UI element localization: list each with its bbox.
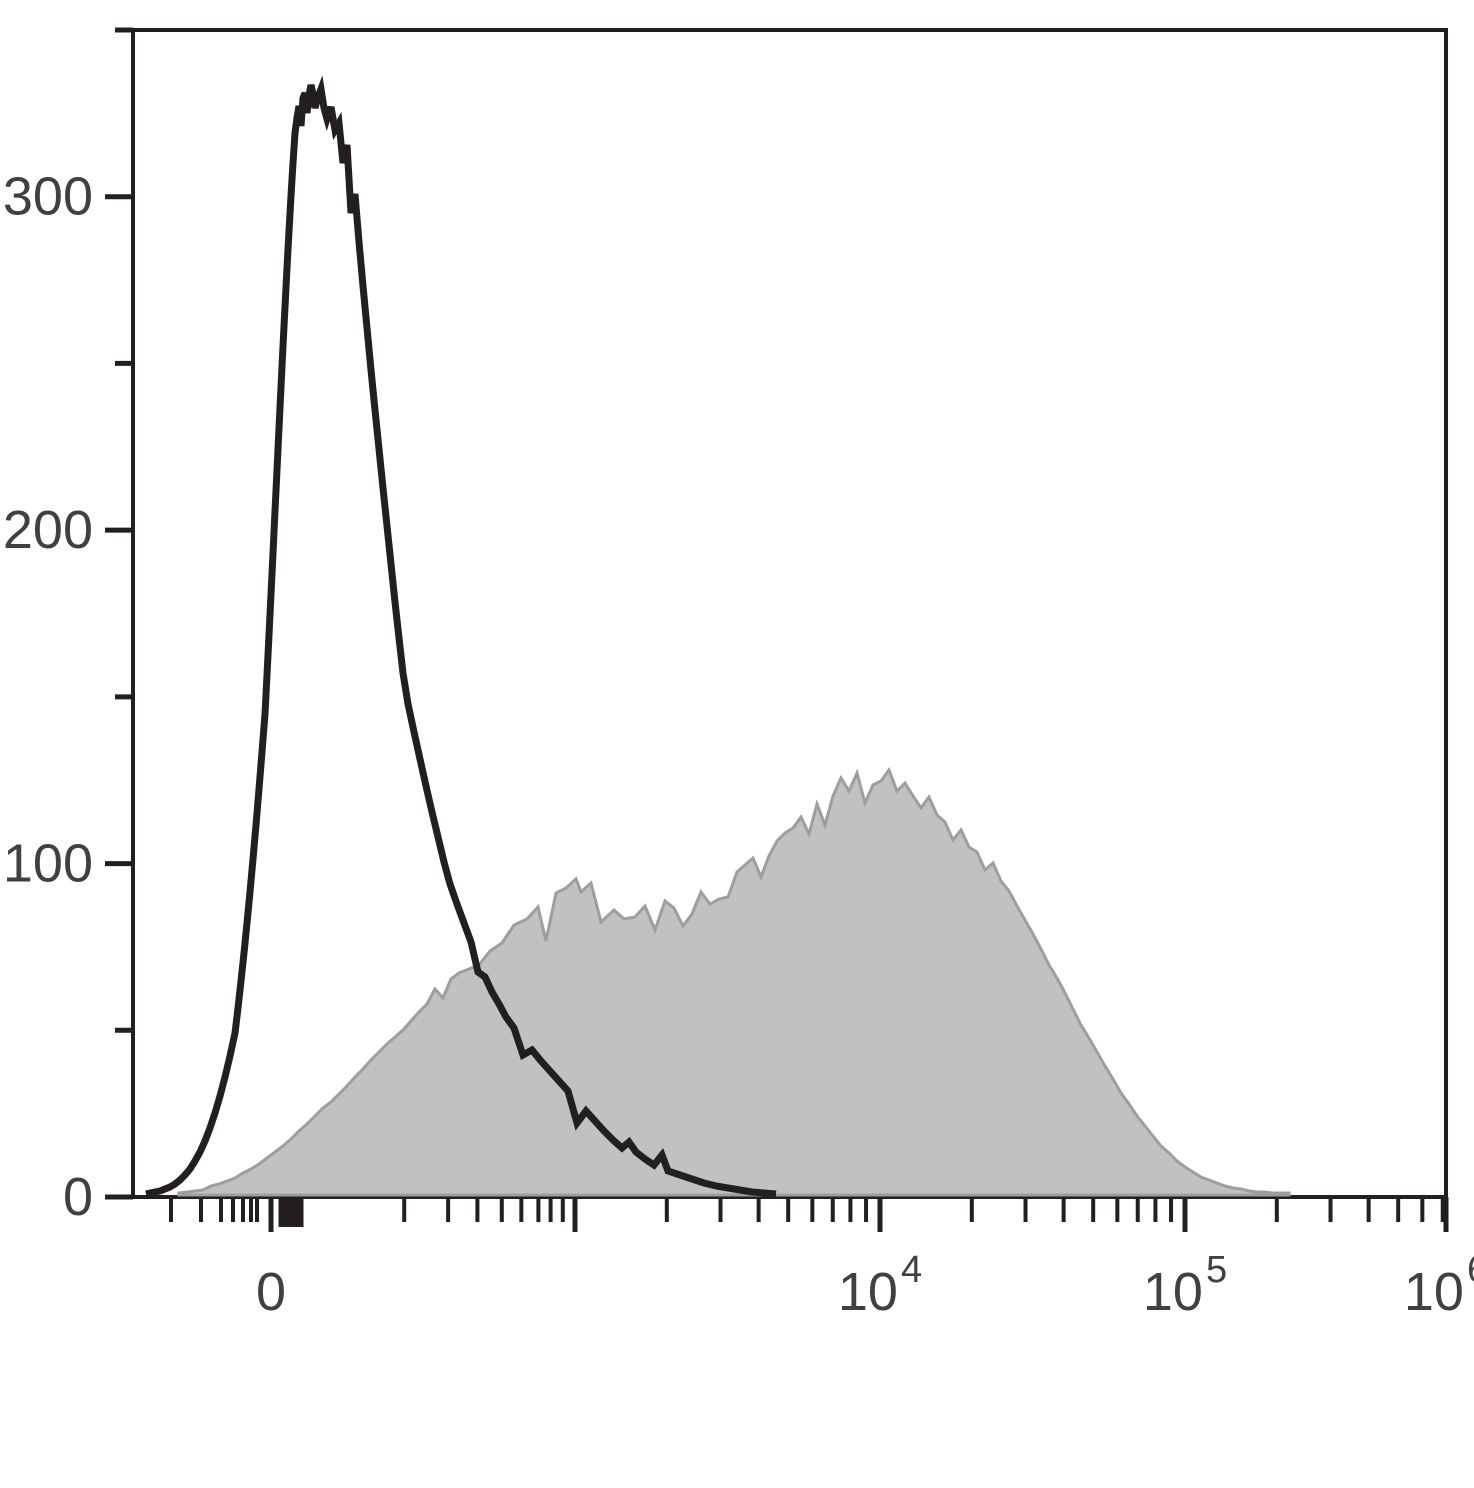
y-tick-label: 300 <box>3 167 93 227</box>
chart-svg: 0 100 200 300 0 104 105 106 <box>0 0 1474 1488</box>
y-tick-label: 200 <box>3 500 93 560</box>
x-tick-label: 0 <box>256 1262 286 1322</box>
filled-histogram-series <box>179 770 1289 1195</box>
flow-cytometry-histogram: 0 100 200 300 0 104 105 106 <box>0 0 1474 1488</box>
y-axis-labels: 0 100 200 300 <box>3 167 93 1227</box>
y-tick-label: 100 <box>3 834 93 894</box>
y-tick-label: 0 <box>63 1167 93 1227</box>
x-axis-ticks <box>171 1197 1446 1232</box>
x-axis-labels: 0 104 105 106 <box>256 1249 1474 1322</box>
x-tick-label: 106 <box>1404 1249 1474 1322</box>
x-tick-label: 104 <box>838 1249 922 1322</box>
x-tick-label: 105 <box>1143 1249 1227 1322</box>
y-axis-ticks <box>105 30 133 1197</box>
